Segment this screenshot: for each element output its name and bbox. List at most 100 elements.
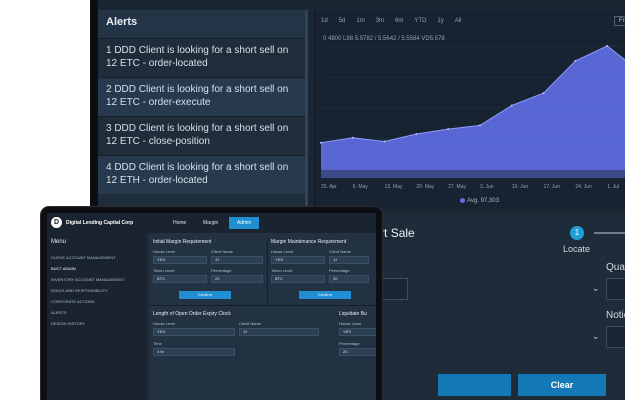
alert-item[interactable]: 4 DDD Client is looking for a short sell… <box>98 155 305 194</box>
token-level-select[interactable]: BTC <box>153 275 207 283</box>
range-selector: 1d 5d 1m 3m 6m YTD 1y All From <box>321 14 625 28</box>
laptop-screen: D Digital Lending Capital Corp Home Marg… <box>47 213 376 400</box>
laptop-device: D Digital Lending Capital Corp Home Marg… <box>41 207 382 400</box>
notional-label: Notional <box>606 310 625 321</box>
price-readout: 0 4800 L98 5.5782 / 5.5642 / 5.5584 VD5.… <box>323 36 445 42</box>
menu-item[interactable]: DESIGN HISTORY <box>51 321 86 326</box>
range-1y[interactable]: 1y <box>437 18 444 24</box>
client-name-select[interactable]: JJ <box>329 256 369 264</box>
alert-item[interactable]: 3 DDD Client is looking for a short sell… <box>98 116 305 155</box>
client-name-select[interactable]: JJ <box>211 256 263 264</box>
tab-home[interactable]: Home <box>173 220 187 226</box>
data-point <box>415 133 418 136</box>
house-level-select[interactable]: YES <box>153 328 235 336</box>
house-level-label: House Level <box>153 249 176 254</box>
range-1m[interactable]: 1m <box>356 18 365 24</box>
client-name-label: Client Name <box>211 249 234 254</box>
quantity-label: Quantity <box>606 262 625 273</box>
price-chart-panel: 1d 5d 1m 3m 6m YTD 1y All From 0 4800 L9… <box>314 10 625 208</box>
range-ytd[interactable]: YTD <box>414 18 427 24</box>
data-point <box>383 140 386 143</box>
clear-button[interactable]: Clear <box>518 374 606 396</box>
confirm-button[interactable]: Confirm <box>179 291 231 299</box>
x-tick-label: 27. May <box>448 184 466 190</box>
house-level-label: House Level <box>271 249 294 254</box>
sidebar-menu: Menu CLIENT ACCOUNT MANAGEMENT BUCT ADMI… <box>47 233 147 400</box>
range-5d[interactable]: 5d <box>338 18 346 24</box>
navigator-strip[interactable] <box>321 170 625 178</box>
quantity-input[interactable] <box>606 278 625 300</box>
tab-admin[interactable]: Admin <box>229 217 260 229</box>
legend-label: Avg. 97,303 <box>467 198 499 205</box>
chevron-down-icon[interactable]: ⌄ <box>592 283 600 293</box>
range-all[interactable]: All <box>454 18 462 24</box>
menu-item[interactable]: INVENTORY ACCOUNT MANAGEMENT <box>51 277 125 282</box>
time-label: Time <box>153 341 162 346</box>
tab-margin[interactable]: Margin <box>203 220 219 226</box>
house-level-label: House Level <box>339 321 362 326</box>
data-point <box>606 45 609 47</box>
menu-item[interactable]: BUCT ADMIN <box>51 266 76 271</box>
range-1d[interactable]: 1d <box>321 18 328 24</box>
alerts-panel: Alerts 1 DDD Client is looking for a sho… <box>98 10 308 208</box>
data-point <box>574 59 577 62</box>
data-point <box>510 104 513 107</box>
percentage-label: Percentage <box>329 268 350 273</box>
confirm-button[interactable]: Confirm <box>299 291 351 299</box>
house-level-select[interactable]: YES <box>271 256 325 264</box>
token-level-label: Token Level <box>271 268 293 273</box>
menu-item[interactable]: CLIENT ACCOUNT MANAGEMENT <box>51 255 116 260</box>
percentage-select[interactable]: 20 <box>211 275 263 283</box>
area-chart: 25. Apr 6. May 13. May 20. May 27. May 3. Jun… <box>320 45 625 190</box>
x-tick-label: 24. Jun <box>575 184 592 190</box>
percentage-select[interactable]: 30 <box>329 275 369 283</box>
step-indicator: 1 <box>570 226 584 240</box>
client-name-label: Client Name <box>239 321 262 326</box>
liquidate-title: Liquidate Bu <box>339 311 367 317</box>
range-6m[interactable]: 6m <box>395 18 404 24</box>
chevron-down-icon[interactable]: ⌄ <box>592 331 600 341</box>
initial-margin-title: Initial Margin Requirement <box>153 239 212 245</box>
step-label: Locate <box>563 244 591 254</box>
step-connector <box>594 232 625 234</box>
percentage-label: Percentage <box>339 341 360 346</box>
time-select[interactable]: 4 hr <box>153 348 235 356</box>
range-3m[interactable]: 3m <box>375 18 385 24</box>
top-nav: D Digital Lending Capital Corp Home Marg… <box>47 213 376 233</box>
x-tick-label: 20. May <box>416 184 434 190</box>
menu-item[interactable]: ROLES AND RESPONSIBILITY <box>51 288 108 293</box>
house-level-select[interactable]: YES <box>153 256 207 264</box>
client-name-label: Client Name <box>329 249 352 254</box>
percentage-label: Percentage <box>211 268 232 273</box>
alert-item[interactable]: 1 DDD Client is looking for a short sell… <box>98 38 305 77</box>
notional-input[interactable] <box>606 326 625 348</box>
execute-button[interactable] <box>438 374 511 396</box>
from-date-box[interactable]: From <box>614 16 625 26</box>
brand-name: Digital Lending Capital Corp <box>66 220 134 226</box>
data-point <box>542 92 545 95</box>
token-level-label: Token Level <box>153 268 175 273</box>
data-point <box>447 128 450 131</box>
x-tick-label: 25. Apr <box>321 184 337 190</box>
desktop-screen: Alerts 1 DDD Client is looking for a sho… <box>98 0 625 400</box>
logo-icon: D <box>51 217 62 228</box>
alert-item[interactable]: 2 DDD Client is looking for a short sell… <box>98 77 305 116</box>
house-level-select[interactable]: YES <box>339 328 376 336</box>
divider <box>267 237 268 303</box>
menu-item[interactable]: CORPORATE ACTIONS <box>51 299 95 304</box>
token-level-select[interactable]: BTC <box>271 275 325 283</box>
desktop-monitor: Alerts 1 DDD Client is looking for a sho… <box>90 0 625 400</box>
alerts-title: Alerts <box>98 10 305 38</box>
menu-item[interactable]: ALERTS <box>51 310 67 315</box>
data-point <box>351 136 354 139</box>
admin-content: Initial Margin Requirement House Level C… <box>149 233 376 400</box>
open-order-title: Length of Open Order Expiry Clock <box>153 311 231 317</box>
percentage-select[interactable]: 20 <box>339 348 376 356</box>
x-tick-label: 3. Jun <box>480 184 494 190</box>
client-name-select[interactable]: JJ <box>239 328 319 336</box>
house-level-label: House Level <box>153 321 176 326</box>
x-tick-label: 17. Jun <box>544 184 561 190</box>
legend-dot <box>460 198 466 203</box>
x-tick-label: 13. May <box>385 184 403 190</box>
x-tick-label: 6. May <box>353 184 369 190</box>
